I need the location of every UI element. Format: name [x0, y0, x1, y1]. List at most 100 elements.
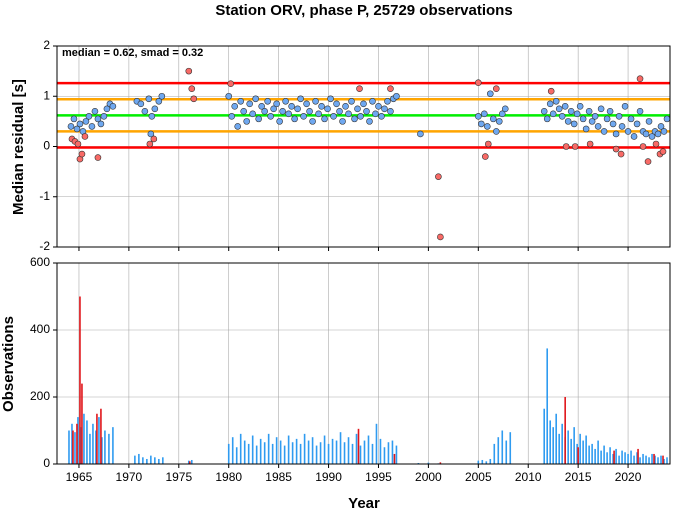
- point: [333, 100, 340, 108]
- y-axis-label: Median residual [s]: [10, 79, 27, 215]
- point: [597, 105, 605, 113]
- point: [663, 115, 671, 123]
- point: [279, 108, 286, 115]
- point: [288, 103, 295, 110]
- bar: [357, 428, 360, 464]
- point: [100, 113, 108, 120]
- bar: [101, 437, 103, 464]
- bar: [291, 442, 294, 464]
- point: [231, 103, 239, 110]
- bar: [630, 450, 632, 464]
- point: [145, 95, 153, 103]
- bar: [573, 427, 575, 464]
- point: [73, 125, 81, 133]
- bar: [275, 437, 278, 464]
- point: [483, 123, 491, 130]
- point: [158, 92, 166, 100]
- point: [356, 85, 363, 93]
- point: [562, 143, 570, 150]
- bar: [227, 443, 230, 464]
- bar: [549, 420, 551, 464]
- point: [606, 108, 614, 115]
- bar: [279, 440, 282, 464]
- bar: [597, 440, 599, 464]
- bar: [74, 432, 76, 464]
- bar: [609, 447, 611, 464]
- bar: [190, 459, 193, 464]
- bar: [343, 442, 346, 464]
- bar: [319, 442, 322, 464]
- bar: [427, 462, 430, 464]
- bar: [323, 435, 326, 464]
- y-tick-label: 0: [43, 139, 50, 153]
- annotation: median = 0.62, smad = 0.32: [62, 47, 203, 59]
- point: [67, 123, 75, 130]
- bar: [627, 453, 629, 464]
- bar: [243, 440, 246, 464]
- bar: [642, 453, 644, 464]
- point: [659, 148, 667, 155]
- point: [486, 90, 494, 98]
- point: [492, 85, 500, 93]
- point: [363, 108, 370, 115]
- point: [417, 130, 424, 138]
- bar: [86, 420, 88, 464]
- bar: [83, 413, 85, 464]
- bar: [603, 445, 605, 464]
- point: [252, 95, 259, 103]
- point: [267, 113, 274, 120]
- point: [547, 87, 555, 95]
- bar: [81, 383, 83, 464]
- bar: [79, 296, 81, 464]
- point: [70, 115, 78, 123]
- point: [155, 97, 163, 105]
- point: [82, 118, 90, 125]
- point: [270, 105, 277, 113]
- bar: [231, 437, 234, 464]
- point: [482, 153, 489, 160]
- point: [366, 118, 373, 125]
- point: [478, 120, 485, 128]
- bar: [367, 435, 370, 464]
- point: [498, 110, 506, 118]
- chart-title: Station ORV, phase P, 25729 observations: [215, 2, 512, 19]
- point: [582, 125, 590, 133]
- point: [360, 100, 367, 108]
- point: [475, 79, 482, 86]
- bar: [158, 458, 160, 464]
- point: [228, 113, 236, 120]
- bar: [283, 445, 286, 464]
- point: [249, 110, 256, 118]
- point: [348, 97, 355, 105]
- x-tick-label: 1975: [165, 470, 192, 484]
- bar: [395, 445, 398, 464]
- point: [185, 67, 193, 75]
- point: [285, 110, 292, 118]
- point: [624, 128, 632, 135]
- bar: [577, 447, 579, 464]
- point: [437, 233, 444, 241]
- point: [85, 113, 93, 120]
- bar: [100, 408, 102, 464]
- point: [615, 113, 623, 120]
- point: [630, 133, 638, 140]
- point: [591, 113, 599, 120]
- bar: [104, 430, 106, 464]
- bar: [582, 440, 584, 464]
- bar: [439, 462, 442, 464]
- bar: [393, 453, 396, 464]
- point: [327, 95, 334, 103]
- bar: [112, 427, 114, 464]
- bar: [585, 435, 587, 464]
- x-tick-label: 1995: [365, 470, 392, 484]
- point: [549, 110, 557, 118]
- point: [633, 120, 641, 128]
- bar: [509, 432, 512, 464]
- bar: [657, 457, 659, 464]
- point: [76, 120, 84, 128]
- bar: [561, 423, 563, 464]
- bar: [639, 457, 641, 464]
- point: [657, 123, 665, 130]
- bar: [96, 413, 98, 464]
- point: [282, 97, 289, 105]
